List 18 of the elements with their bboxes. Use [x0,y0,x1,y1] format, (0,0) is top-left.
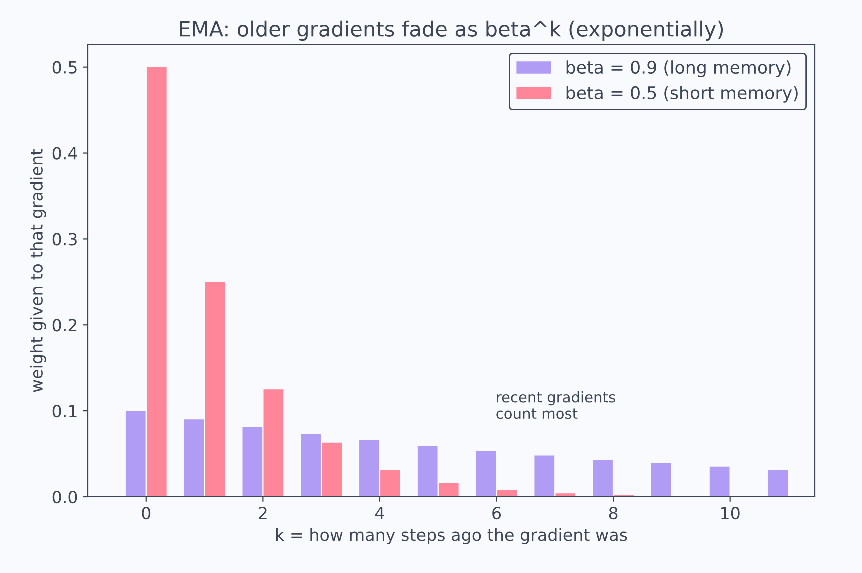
x-tick-label: 8 [609,507,618,520]
legend-label: beta = 0.5 (short memory) [566,86,798,103]
y-tick-label: 0.3 [52,233,77,246]
x-tick-label: 0 [142,507,151,520]
y-axis-title: weight given to that gradient [30,149,46,392]
legend-label: beta = 0.9 (long memory) [566,60,791,78]
y-tick-label: 0.5 [52,61,77,74]
x-axis-title: k = how many steps ago the gradient was [276,528,628,545]
y-tick-label: 0.0 [52,490,78,504]
x-tick-label: 2 [259,507,267,520]
y-tick-label: 0.2 [52,319,77,332]
annotation: recent gradients count most [496,392,616,420]
x-tick-label: 10 [722,507,740,520]
x-tick-label: 6 [492,507,502,520]
y-tick-label: 0.4 [52,147,78,160]
x-tick-label: 4 [375,507,384,520]
y-tick-label: 0.1 [52,405,77,418]
chart-title: EMA: older gradients fade as beta^k (exponentially) [180,20,724,41]
